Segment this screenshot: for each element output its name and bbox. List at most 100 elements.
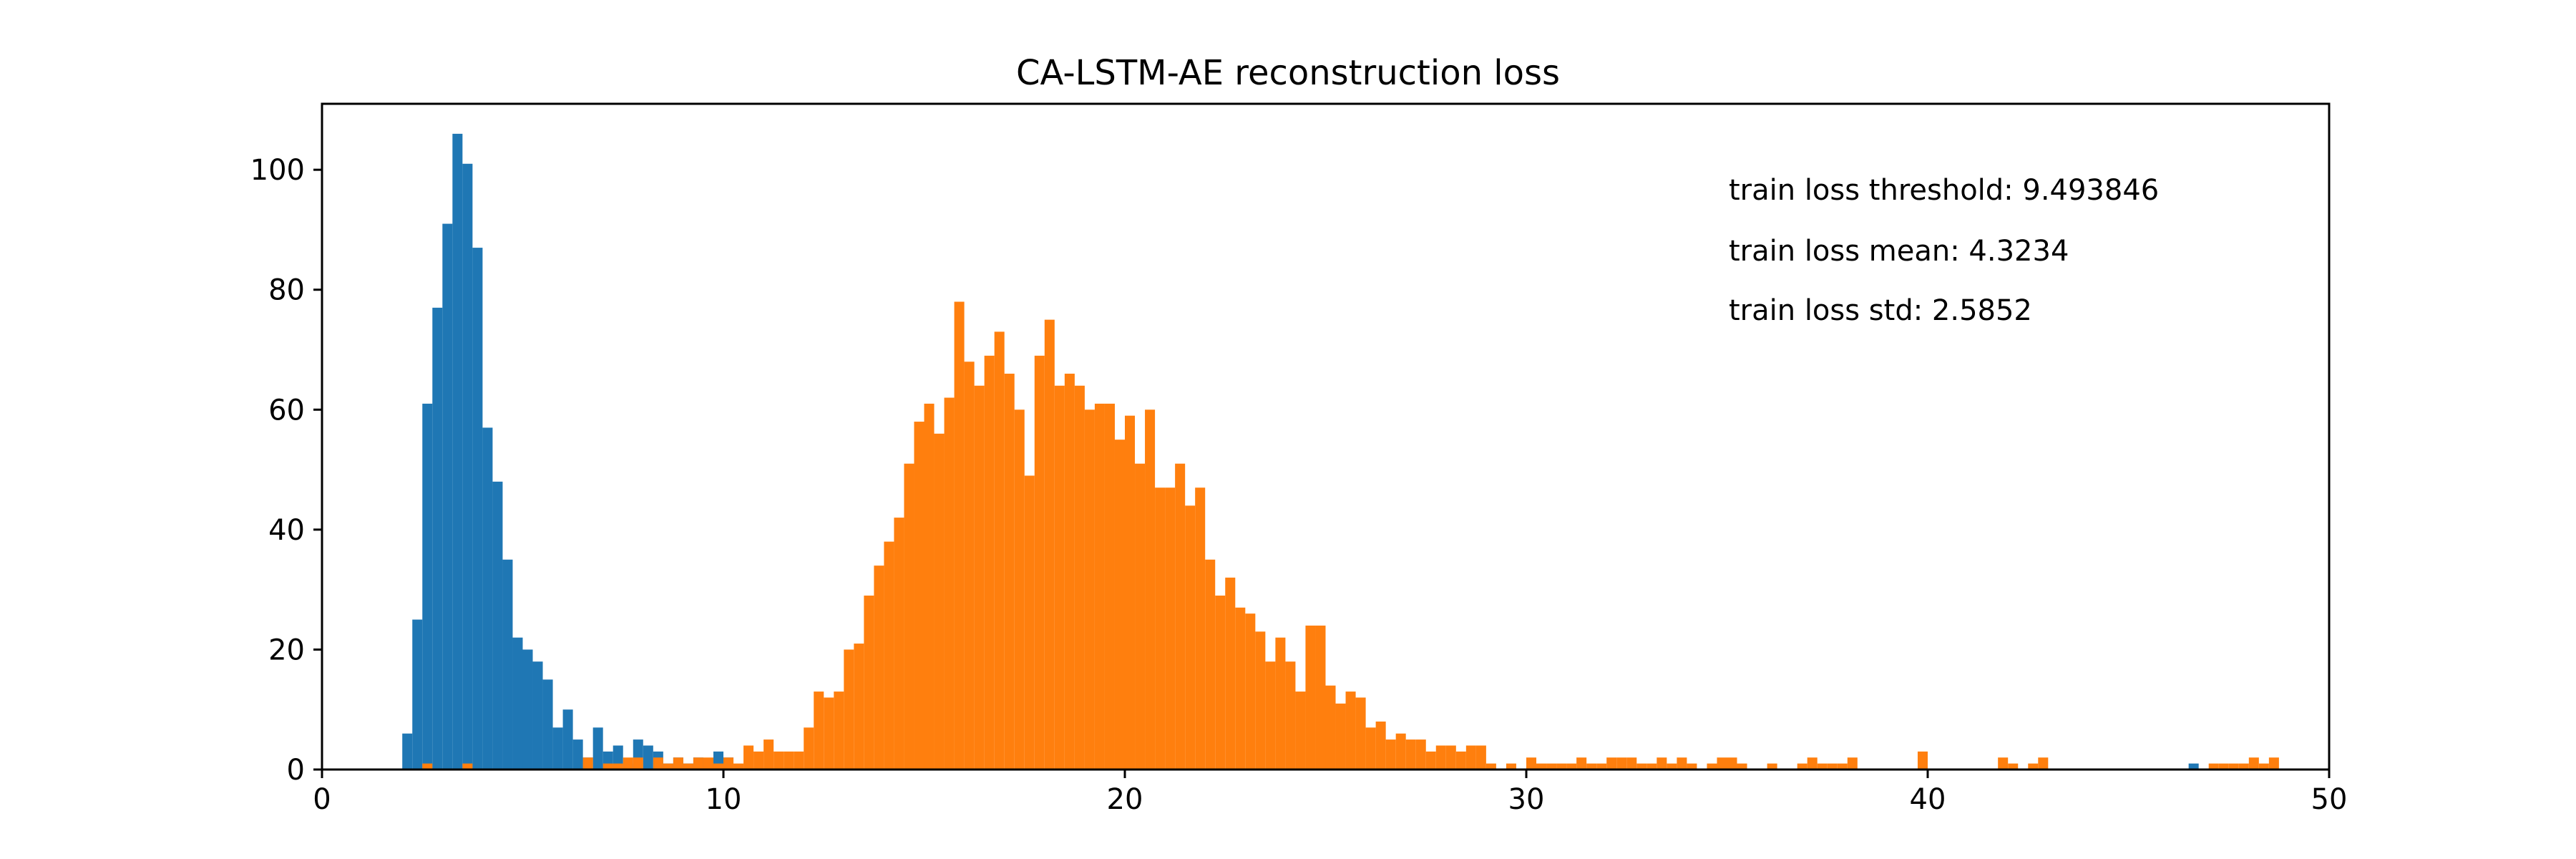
x-tick-label: 30: [1508, 783, 1545, 816]
histogram-bar-series-1: [512, 637, 523, 770]
threshold-annotation: train loss threshold: 9.493846: [1729, 174, 2159, 207]
histogram-bar-series-2: [1004, 374, 1015, 770]
histogram-bar-series-1: [643, 745, 653, 770]
histogram-bar-series-2: [1074, 385, 1085, 770]
histogram-bar-series-1: [492, 481, 503, 770]
histogram-bar-series-1: [522, 649, 533, 770]
histogram-bar-series-1: [412, 619, 423, 770]
histogram-bar-series-1: [402, 733, 413, 770]
histogram-bar-series-2: [2248, 757, 2259, 770]
histogram-bar-series-1: [572, 739, 583, 770]
histogram-bar-series-2: [1265, 661, 1276, 770]
histogram-bar-series-2: [1526, 757, 1537, 770]
histogram-bar-series-2: [1797, 763, 1807, 770]
y-tick-label: 40: [268, 514, 305, 547]
histogram-bar-series-2: [1145, 409, 1156, 770]
histogram-bar-series-2: [864, 596, 874, 770]
histogram-bar-series-2: [1445, 745, 1456, 770]
histogram-bar-series-2: [713, 763, 723, 770]
histogram-bar-series-2: [1807, 757, 1818, 770]
histogram-bar-series-2: [582, 757, 593, 770]
y-tick-label: 100: [250, 154, 305, 187]
histogram-bar-series-2: [1165, 487, 1176, 770]
histogram-bar-series-2: [1586, 763, 1597, 770]
histogram-bar-series-2: [1566, 763, 1577, 770]
histogram-bar-series-2: [1094, 403, 1105, 770]
histogram-bar-series-2: [653, 757, 663, 770]
histogram-bar-series-2: [774, 751, 784, 770]
histogram-bar-series-1: [472, 248, 483, 770]
histogram-bar-series-2: [693, 757, 703, 770]
histogram-bar-series-2: [1195, 487, 1206, 770]
histogram-bar-series-2: [944, 397, 955, 770]
std-annotation: train loss std: 2.5852: [1729, 294, 2032, 327]
histogram-bar-series-2: [2028, 763, 2039, 770]
histogram-bar-series-2: [1335, 703, 1346, 770]
histogram-bar-series-2: [1606, 757, 1617, 770]
histogram-bar-series-2: [1576, 757, 1587, 770]
histogram-bar-series-2: [602, 763, 613, 770]
histogram-bar-series-2: [763, 739, 774, 770]
histogram-bar-series-1: [592, 727, 603, 770]
histogram-bar-series-1: [542, 679, 553, 770]
histogram-bar-series-2: [1475, 745, 1486, 770]
histogram-bar-series-2: [814, 691, 824, 770]
histogram-bar-series-2: [753, 751, 764, 770]
histogram-bar-series-2: [1245, 613, 1256, 770]
histogram-bar-series-2: [2228, 763, 2239, 770]
histogram-bar-series-2: [1275, 637, 1286, 770]
histogram-bar-series-2: [964, 361, 975, 770]
histogram-bar-series-2: [1104, 403, 1115, 770]
histogram-bar-series-2: [1616, 757, 1627, 770]
annotation-text-block: train loss threshold: 9.493846 train los…: [1729, 174, 2159, 327]
histogram-bar-series-2: [1395, 733, 1406, 770]
histogram-bar-series-2: [1847, 757, 1858, 770]
histogram-bar-series-1: [502, 559, 513, 770]
histogram-bar-series-2: [1205, 559, 1216, 770]
histogram-bar-series-2: [924, 403, 935, 770]
histogram-bar-series-2: [1727, 757, 1737, 770]
chart-title: CA-LSTM-AE reconstruction loss: [1016, 53, 1560, 93]
histogram-bar-series-2: [894, 518, 904, 770]
x-tick-label: 40: [1910, 783, 1946, 816]
histogram-bar-series-2: [1837, 763, 1848, 770]
histogram-bar-series-2: [2238, 763, 2249, 770]
histogram-bar-series-2: [904, 463, 914, 770]
histogram-bar-series-2: [2008, 763, 2019, 770]
histogram-bar-series-2: [683, 763, 693, 770]
histogram-bar-series-2: [1385, 739, 1396, 770]
histogram-bar-series-2: [984, 355, 995, 770]
y-tick-label: 60: [268, 394, 305, 427]
histogram-bar-series-2: [994, 331, 1005, 770]
histogram-bar-series-2: [1255, 631, 1266, 770]
histogram-bar-series-2: [1415, 739, 1426, 770]
histogram-bar-series-2: [934, 433, 945, 770]
y-tick-label: 20: [268, 634, 305, 666]
histogram-bar-series-2: [673, 757, 683, 770]
histogram-bar-series-2: [1024, 475, 1035, 770]
histogram-bar-series-2: [623, 757, 633, 770]
histogram-bar-series-2: [633, 757, 643, 770]
histogram-bar-series-2: [1225, 577, 1236, 770]
histogram-bar-series-2: [1827, 763, 1838, 770]
histogram-bar-series-2: [743, 745, 754, 770]
histogram-bar-series-2: [1155, 487, 1166, 770]
histogram-bar-series-1: [562, 709, 573, 770]
histogram-bar-series-2: [1817, 763, 1828, 770]
histogram-bar-series-2: [834, 691, 844, 770]
x-tick-label: 10: [706, 783, 742, 816]
x-tick-label: 0: [313, 783, 331, 816]
histogram-bar-series-2: [723, 757, 734, 770]
histogram-bar-series-2: [1465, 745, 1476, 770]
histogram-bar-series-2: [1185, 505, 1196, 770]
histogram-bar-series-2: [804, 727, 814, 770]
histogram-bar-series-2: [1717, 757, 1727, 770]
histogram-bar-series-2: [733, 763, 744, 770]
y-axis-ticks: 0 20 40 60 80 100: [250, 154, 322, 787]
histogram-bar-series-2: [2268, 757, 2279, 770]
histogram-bar-series-2: [1285, 661, 1296, 770]
histogram-bar-series-2: [1485, 763, 1496, 770]
histogram-bar-series-2: [1325, 685, 1336, 770]
histogram-bar-series-2: [1235, 607, 1246, 770]
histogram-bar-series-2: [1365, 727, 1376, 770]
